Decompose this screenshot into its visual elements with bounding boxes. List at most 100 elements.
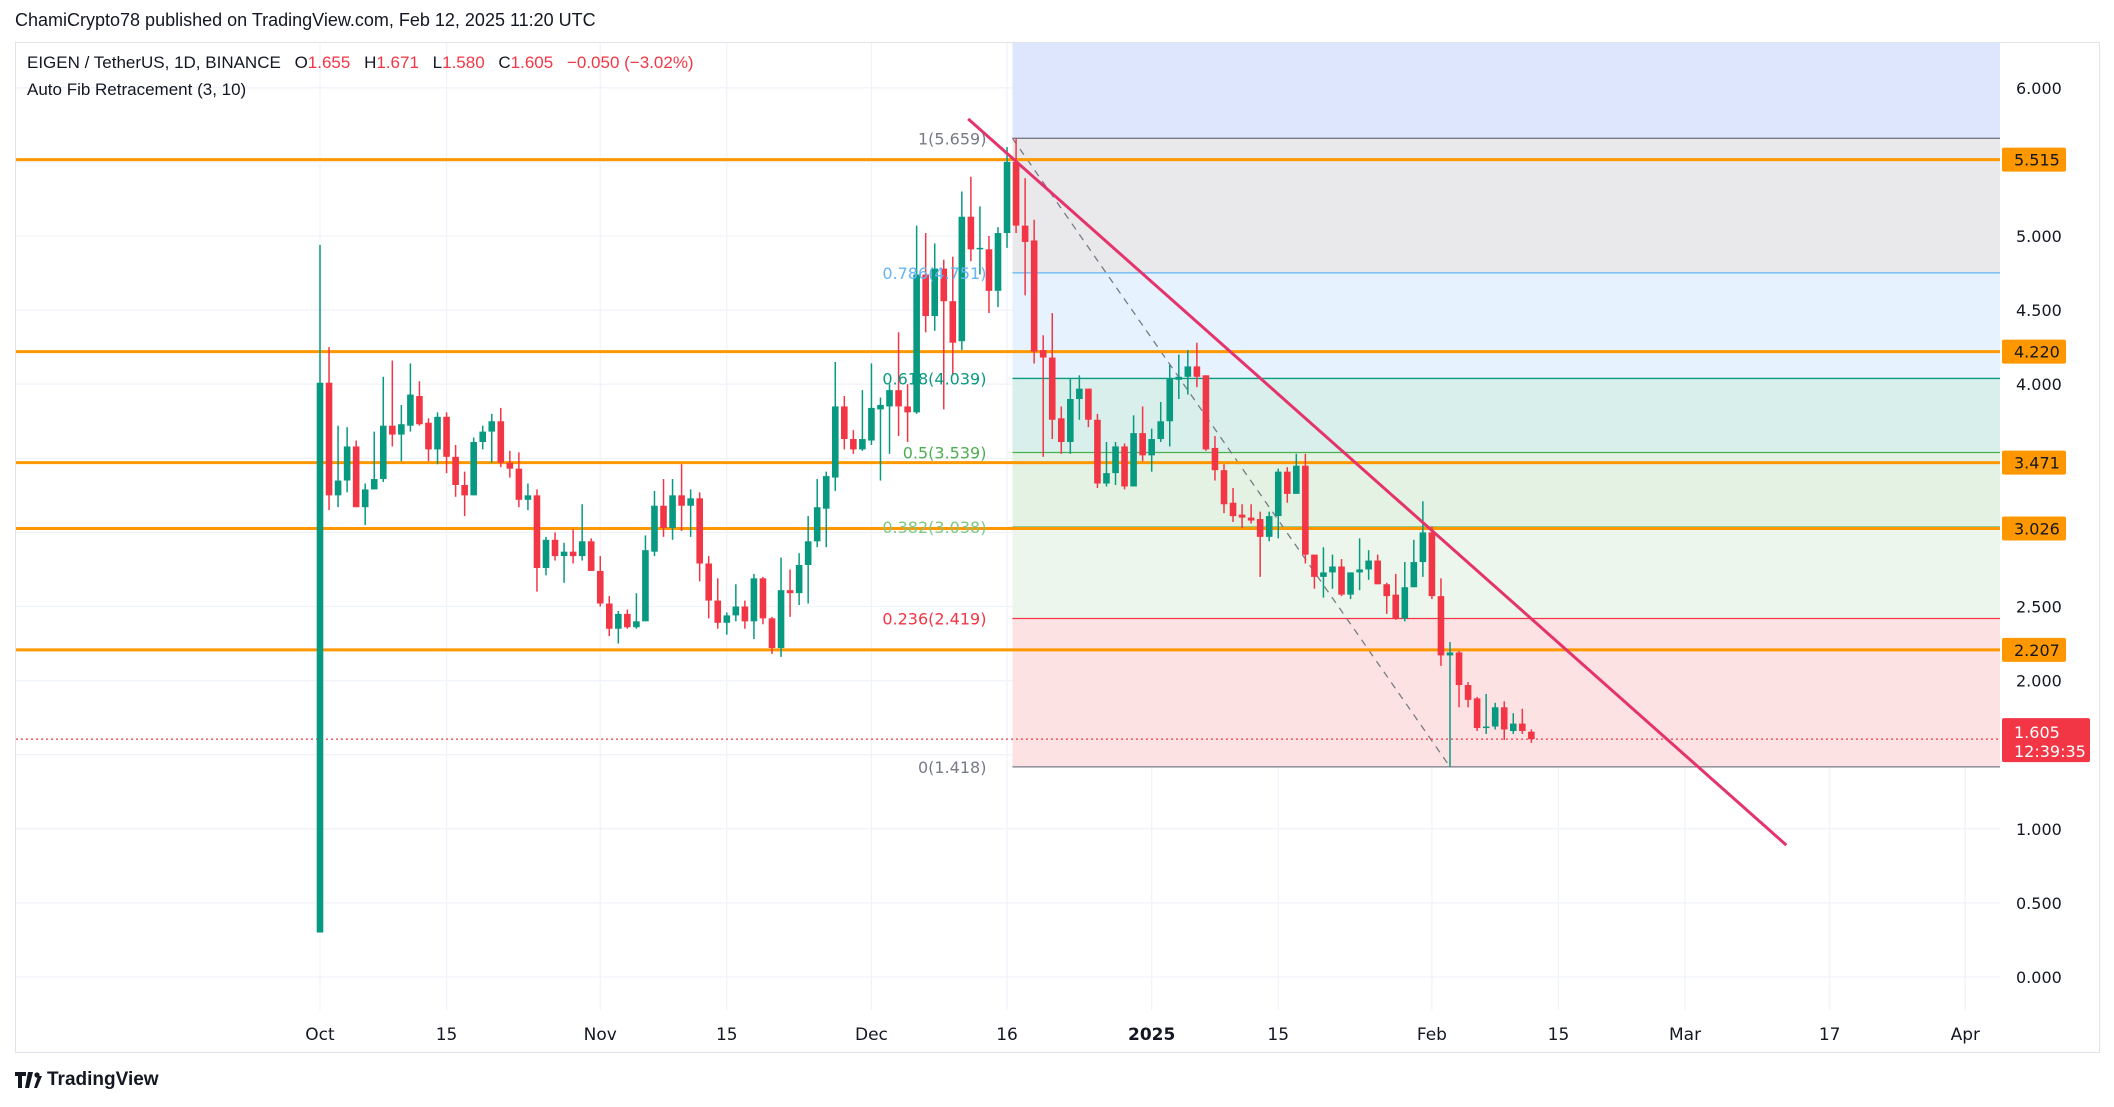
candle-body <box>940 268 948 302</box>
price-tick-label: 4.000 <box>2016 375 2062 394</box>
candle-body <box>723 615 731 623</box>
high-label: H <box>364 53 377 72</box>
fib-level-label: 0.5(3.539) <box>903 444 987 463</box>
candle <box>352 440 360 508</box>
time-tick-label: 15 <box>1548 1025 1570 1045</box>
last-price-label: 1.605 <box>2014 723 2060 742</box>
candle <box>1311 554 1318 589</box>
candle <box>886 384 893 454</box>
symbol-name[interactable]: EIGEN / TetherUS, 1D, BINANCE <box>27 53 281 72</box>
candle <box>633 593 640 629</box>
price-tick-label: 2.500 <box>2016 598 2062 617</box>
price-axis[interactable]: 6.000 5.000 4.500 4.000 2.500 2.000 1.000 0.500… <box>2000 43 2099 1052</box>
candle-body <box>407 394 414 426</box>
time-tick-label: Nov <box>584 1025 617 1045</box>
candle-body <box>325 382 333 496</box>
candle-body <box>1057 418 1065 442</box>
candle <box>461 471 468 517</box>
fib-level-label: 0.786(4.751) <box>882 264 986 283</box>
fib-retracement[interactable] <box>1011 43 2000 768</box>
candle <box>1519 708 1526 734</box>
candle <box>1256 511 1264 577</box>
candle <box>777 557 785 657</box>
publish-info: ChamiCrypto78 published on TradingView.c… <box>15 10 596 30</box>
candle <box>1329 554 1336 589</box>
candle <box>931 243 939 331</box>
candle-body <box>1030 240 1038 352</box>
last-price-badge <box>2002 718 2090 763</box>
candle-body <box>1175 376 1183 380</box>
candle <box>714 578 722 629</box>
tradingview-logo[interactable]: TradingView <box>15 1069 159 1091</box>
candle-body <box>1265 516 1273 537</box>
fib-zone <box>1012 452 2000 527</box>
change-value: −0.050 (−3.02%) <box>566 53 694 72</box>
time-axis[interactable]: Oct 15 Nov 15 Dec 16 2025 15 Feb 15 Mar 17 Apr <box>305 1025 1980 1045</box>
low-label: L <box>432 53 443 72</box>
candle-body <box>1365 560 1372 570</box>
price-tick-label: 2.000 <box>2016 672 2062 691</box>
candle-body <box>1184 366 1192 377</box>
candle-body <box>804 541 812 566</box>
candle-body <box>524 495 532 500</box>
candle <box>1175 354 1183 400</box>
candle <box>1320 547 1327 598</box>
candle <box>1347 572 1354 600</box>
candle <box>1085 388 1092 428</box>
candle <box>615 610 622 644</box>
candle-body <box>1509 723 1517 731</box>
candle-body <box>343 446 351 481</box>
candle-body <box>1428 532 1436 597</box>
candle <box>1130 415 1137 487</box>
candle-body <box>1247 517 1255 521</box>
indicator-legend[interactable]: Auto Fib Retracement (3, 10) <box>27 80 247 99</box>
candle <box>1211 436 1219 481</box>
price-axis-bg <box>2000 43 2099 1052</box>
fib-level-label: 0.618(4.039) <box>882 369 986 388</box>
candle-body <box>994 233 1002 291</box>
candle-body <box>831 406 839 478</box>
candle-body <box>714 600 722 623</box>
candle-body <box>1085 388 1092 420</box>
candle-body <box>822 476 830 509</box>
candle-body <box>1383 584 1391 597</box>
price-tick-label: 6.000 <box>2016 79 2062 98</box>
candle-body <box>1003 161 1011 234</box>
level-badge-label: 3.471 <box>2014 454 2060 473</box>
candle-body <box>795 565 803 594</box>
fib-zone <box>1012 618 2000 767</box>
candle <box>1437 578 1445 666</box>
candle <box>759 576 767 625</box>
candle <box>1491 702 1499 730</box>
candle <box>497 407 505 468</box>
candle <box>1202 375 1210 451</box>
candle <box>1076 375 1083 420</box>
candle <box>1121 443 1128 490</box>
price-tick-label: 1.000 <box>2016 820 2062 839</box>
candle-body <box>1238 514 1246 518</box>
candle <box>1274 468 1282 539</box>
candle <box>741 600 749 629</box>
open-label: O <box>294 53 308 72</box>
candle-body <box>1356 569 1363 573</box>
candle-body <box>1392 594 1400 619</box>
candle-body <box>985 249 993 291</box>
candle-body <box>1256 519 1264 537</box>
candle-body <box>1473 698 1481 729</box>
candle-body <box>389 425 396 435</box>
candle-body <box>1130 433 1137 487</box>
level-badge <box>2002 147 2066 172</box>
candle-body <box>741 606 749 622</box>
candle-body <box>624 613 631 628</box>
candle-body <box>1419 532 1427 563</box>
candle-body <box>1220 470 1228 505</box>
candles <box>316 138 1535 933</box>
candle <box>1293 453 1300 494</box>
candle <box>1012 138 1020 234</box>
fib-level-label: 0.236(2.419) <box>882 610 986 629</box>
descending-trendline[interactable] <box>967 117 1788 847</box>
trendline[interactable] <box>967 117 1788 847</box>
candle-body <box>1347 572 1354 595</box>
candle <box>1392 573 1400 620</box>
